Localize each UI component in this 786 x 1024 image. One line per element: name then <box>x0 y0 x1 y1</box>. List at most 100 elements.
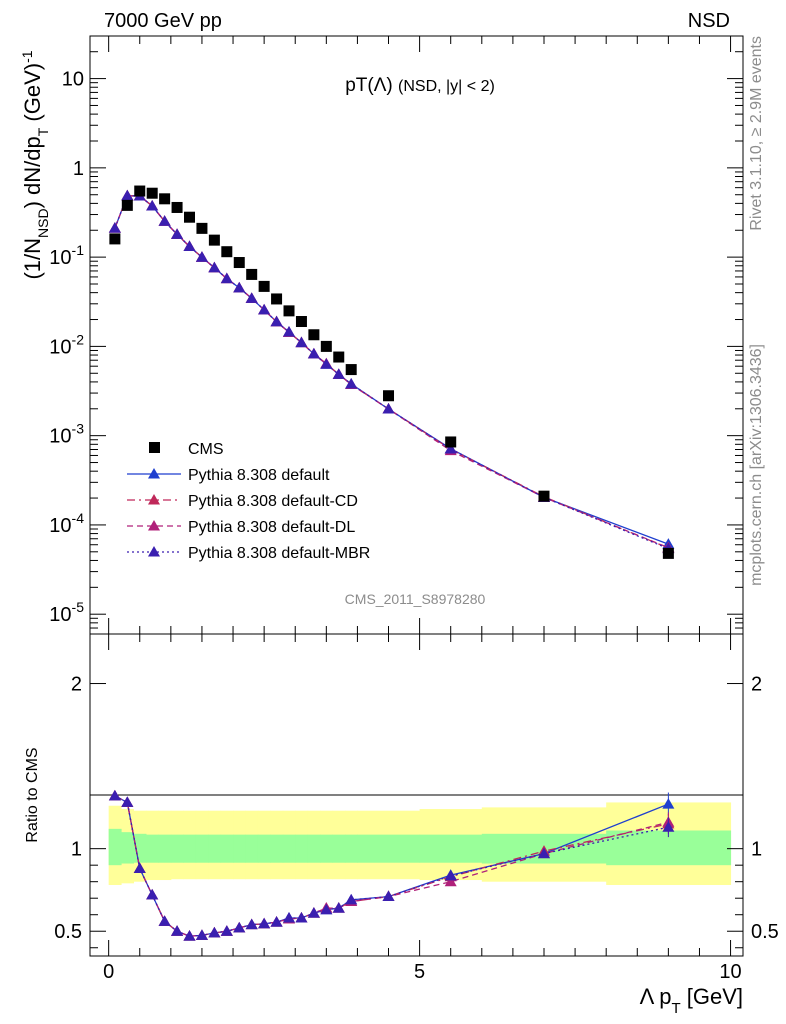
band-inner <box>108 828 122 866</box>
band-inner <box>320 834 334 863</box>
series-point-mbr <box>233 281 246 293</box>
cms-point <box>445 436 457 448</box>
ratio-y-tick-label-right: 1 <box>751 839 762 861</box>
band-inner <box>170 834 184 863</box>
cms-point <box>121 199 133 211</box>
main-y-axis: 10 1 10-1 10-2 10-3 10-4 10-5 <box>49 35 743 635</box>
ratio-point-mbr <box>382 890 395 902</box>
band-inner <box>208 834 222 863</box>
x-tick-label: 10 <box>719 961 741 983</box>
series-point-mbr <box>183 240 196 251</box>
ratio-point-mbr <box>183 930 196 941</box>
cms-point <box>208 234 220 246</box>
cms-point <box>295 316 307 328</box>
mcplots-label: mcplots.cern.ch [arXiv:1306.3436] <box>748 344 765 586</box>
cms-point <box>196 222 208 234</box>
series-point-mbr <box>382 403 395 414</box>
ratio-point-mbr <box>245 918 258 930</box>
legend-marker-cms <box>149 442 160 453</box>
cms-point <box>308 329 320 341</box>
series-point-mbr <box>158 215 171 226</box>
band-inner <box>257 834 271 863</box>
y-tick-label: 10-3 <box>49 421 84 448</box>
legend-label-cd: Pythia 8.308 default-CD <box>188 493 358 510</box>
ratio-point-mbr <box>171 925 184 936</box>
ratio-point-mbr <box>537 847 550 859</box>
legend-marker-cd <box>148 494 160 505</box>
legend-label-dl: Pythia 8.308 default-DL <box>188 519 355 536</box>
legend-marker-default <box>148 468 160 479</box>
series-point-mbr <box>121 189 134 201</box>
series-point-mbr <box>320 358 333 369</box>
legend-label-mbr: Pythia 8.308 default-MBR <box>188 545 370 562</box>
cms-point <box>233 257 245 269</box>
ratio-x-axis: 0 5 10 <box>103 634 742 983</box>
ratio-series <box>108 789 675 941</box>
series-line-cd <box>114 195 669 549</box>
series-point-mbr <box>146 199 159 211</box>
ratio-y-tick-label-right: 0.5 <box>751 921 779 943</box>
ratio-point-mbr <box>270 916 283 927</box>
ratio-line-dl <box>114 795 669 937</box>
legend-marker-dl <box>148 520 160 531</box>
series-point-mbr <box>195 251 208 262</box>
cms-point <box>283 305 295 317</box>
series-line-default <box>114 195 669 545</box>
cms-point <box>345 364 357 376</box>
series-point-mbr <box>245 292 258 303</box>
series-point-mbr <box>220 272 233 284</box>
chart-watermark: CMS_2011_S8978280 <box>345 591 486 607</box>
ratio-point-mbr <box>258 917 271 929</box>
cms-point <box>662 547 674 559</box>
cms-point <box>538 490 550 502</box>
cms-point <box>134 185 146 197</box>
cms-point <box>171 201 183 213</box>
ratio-point-dl <box>444 875 457 887</box>
ratio-frame <box>89 633 744 957</box>
ratio-point-mbr <box>283 912 296 923</box>
series-point-mbr <box>283 325 296 337</box>
series-point-mbr <box>444 442 457 454</box>
ratio-y-tick-label: 0.5 <box>54 921 82 943</box>
series-point-mbr <box>208 261 221 273</box>
ratio-point-mbr <box>320 903 333 915</box>
y-tick-label: 10-1 <box>49 242 84 269</box>
ratio-y-axis: 0.5 0.5 1 1 2 2 <box>54 674 779 949</box>
y-tick-label: 10-5 <box>49 599 84 626</box>
ratio-point-mbr <box>195 929 208 940</box>
ratio-point-mbr <box>233 921 246 933</box>
ratio-point-mbr <box>345 893 358 905</box>
cms-point <box>271 293 283 305</box>
band-inner <box>121 832 135 864</box>
legend-marker-mbr <box>148 546 160 557</box>
band-inner <box>245 834 259 863</box>
ratio-point-mbr <box>133 862 146 873</box>
ratio-point-mbr <box>208 926 221 938</box>
y-tick-label: 10-4 <box>49 510 84 537</box>
series-point-mbr <box>171 228 184 239</box>
ratio-point-mbr <box>295 912 308 923</box>
series-point-mbr <box>332 368 345 379</box>
main-x-ticks <box>108 36 732 634</box>
band-inner <box>344 834 358 863</box>
x-axis-label: Λ pT [GeV] <box>640 984 743 1017</box>
main-series <box>108 185 675 559</box>
ratio-panel: 0.5 0.5 1 1 2 2 0 5 10 <box>54 633 779 983</box>
cms-point <box>146 187 158 199</box>
series-point-mbr <box>108 222 121 233</box>
y-axis-label: (1/NNSD) dN/dpT (GeV)-1 <box>19 50 51 279</box>
ratio-point-mbr <box>158 915 171 926</box>
y-tick-label: 1 <box>73 158 84 180</box>
ratio-point-mbr <box>307 907 320 918</box>
ratio-y-tick-label: 1 <box>71 839 82 861</box>
series-point-mbr <box>295 336 308 348</box>
ratio-point-mbr <box>444 869 457 881</box>
cms-point <box>184 211 196 223</box>
ratio-point-mbr <box>662 821 675 832</box>
cms-point <box>258 280 270 292</box>
main-panel: pT(Λ) (NSD, |y| < 2) CMS_2011_S8978280 1… <box>49 35 744 635</box>
cms-point <box>109 233 121 245</box>
cms-point <box>383 390 395 402</box>
band-inner <box>419 834 483 863</box>
band-inner <box>158 834 172 863</box>
